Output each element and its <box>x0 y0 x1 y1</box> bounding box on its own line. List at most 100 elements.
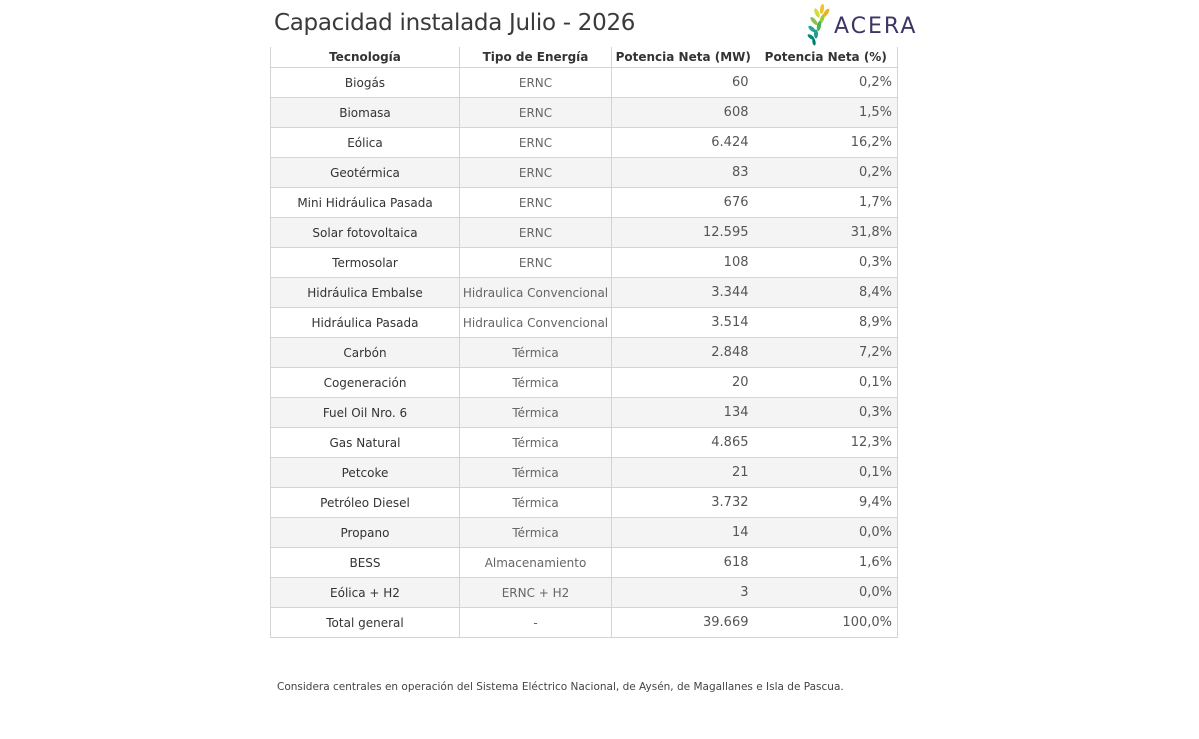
cell-potencia-mw: 6.424 <box>611 127 755 158</box>
table-row: Carbón Térmica 2.848 7,2% <box>270 337 898 368</box>
cell-potencia-pct: 1,6% <box>754 547 898 578</box>
cell-tecnologia: Eólica + H2 <box>270 577 460 608</box>
cell-tecnologia: BESS <box>270 547 460 578</box>
cell-potencia-mw: 83 <box>611 157 755 188</box>
cell-tipo-energia: Térmica <box>459 367 612 398</box>
cell-potencia-pct: 0,3% <box>754 247 898 278</box>
cell-potencia-mw: 676 <box>611 187 755 218</box>
header-potencia-pct[interactable]: Potencia Neta (%) <box>754 47 898 68</box>
cell-potencia-mw: 3.344 <box>611 277 755 308</box>
cell-potencia-mw: 20 <box>611 367 755 398</box>
cell-tipo-energia: Térmica <box>459 337 612 368</box>
cell-tipo-energia: ERNC <box>459 187 612 218</box>
cell-potencia-pct: 0,0% <box>754 517 898 548</box>
table-row: Cogeneración Térmica 20 0,1% <box>270 367 898 398</box>
table-row: Mini Hidráulica Pasada ERNC 676 1,7% <box>270 187 898 218</box>
cell-tipo-energia: ERNC <box>459 247 612 278</box>
cell-potencia-pct: 8,4% <box>754 277 898 308</box>
cell-potencia-pct: 0,2% <box>754 67 898 98</box>
table-row: Biomasa ERNC 608 1,5% <box>270 97 898 128</box>
header-tipo-energia[interactable]: Tipo de Energía <box>459 47 612 68</box>
table-row: Fuel Oil Nro. 6 Térmica 134 0,3% <box>270 397 898 428</box>
table-total-row: Total general -39.669 100,0% <box>270 607 898 638</box>
cell-potencia-mw: 14 <box>611 517 755 548</box>
table-row: Petcoke Térmica 21 0,1% <box>270 457 898 488</box>
cell-potencia-pct: 16,2% <box>754 127 898 158</box>
acera-logo: ACERA <box>806 2 917 48</box>
cell-tecnologia: Propano <box>270 517 460 548</box>
capacity-table: Tecnología Tipo de Energía Potencia Neta… <box>270 47 898 638</box>
table-row: Hidráulica Pasada Hidraulica Convencional… <box>270 307 898 338</box>
cell-potencia-mw: 60 <box>611 67 755 98</box>
cell-potencia-mw: 4.865 <box>611 427 755 458</box>
cell-tipo-energia: ERNC <box>459 217 612 248</box>
cell-tecnologia: Termosolar <box>270 247 460 278</box>
cell-tipo-energia: ERNC <box>459 97 612 128</box>
cell-potencia-pct: 7,2% <box>754 337 898 368</box>
cell-tipo-energia: Térmica <box>459 427 612 458</box>
cell-potencia-pct: 0,2% <box>754 157 898 188</box>
footnote: Considera centrales en operación del Sis… <box>277 681 844 693</box>
cell-tecnologia: Gas Natural <box>270 427 460 458</box>
cell-potencia-mw: 3 <box>611 577 755 608</box>
cell-potencia-pct: 8,9% <box>754 307 898 338</box>
cell-tecnologia: Petcoke <box>270 457 460 488</box>
cell-potencia-pct: 0,1% <box>754 457 898 488</box>
table-row: Termosolar ERNC 108 0,3% <box>270 247 898 278</box>
table-row: Biogás ERNC 60 0,2% <box>270 67 898 98</box>
cell-potencia-mw: 134 <box>611 397 755 428</box>
cell-potencia-pct: 31,8% <box>754 217 898 248</box>
cell-tipo-energia: Hidraulica Convencional <box>459 307 612 338</box>
table-row: Petróleo Diesel Térmica 3.732 9,4% <box>270 487 898 518</box>
table-row: Eólica + H2 ERNC + H2 3 0,0% <box>270 577 898 608</box>
cell-tipo-energia: - <box>459 607 612 638</box>
cell-tecnologia: Eólica <box>270 127 460 158</box>
table-row: Gas Natural Térmica 4.865 12,3% <box>270 427 898 458</box>
cell-tecnologia: Cogeneración <box>270 367 460 398</box>
table-row: BESS Almacenamiento 618 1,6% <box>270 547 898 578</box>
cell-tipo-energia: ERNC <box>459 157 612 188</box>
cell-tipo-energia: Térmica <box>459 487 612 518</box>
logo-text: ACERA <box>834 13 918 39</box>
cell-tipo-energia: ERNC + H2 <box>459 577 612 608</box>
cell-tipo-energia: Térmica <box>459 397 612 428</box>
table-row: Propano Térmica 14 0,0% <box>270 517 898 548</box>
table-row: Eólica ERNC 6.424 16,2% <box>270 127 898 158</box>
cell-potencia-pct: 100,0% <box>754 607 898 638</box>
cell-tipo-energia: Térmica <box>459 457 612 488</box>
cell-tecnologia: Mini Hidráulica Pasada <box>270 187 460 218</box>
cell-potencia-mw: 3.732 <box>611 487 755 518</box>
cell-tecnologia: Biogás <box>270 67 460 98</box>
cell-potencia-mw: 3.514 <box>611 307 755 338</box>
cell-potencia-mw: 39.669 <box>611 607 755 638</box>
cell-tipo-energia: Almacenamiento <box>459 547 612 578</box>
cell-tecnologia: Hidráulica Pasada <box>270 307 460 338</box>
table-row: Solar fotovoltaica ERNC 12.595 31,8% <box>270 217 898 248</box>
cell-potencia-pct: 0,3% <box>754 397 898 428</box>
cell-potencia-pct: 12,3% <box>754 427 898 458</box>
cell-tipo-energia: ERNC <box>459 67 612 98</box>
cell-potencia-mw: 618 <box>611 547 755 578</box>
cell-tecnologia: Hidráulica Embalse <box>270 277 460 308</box>
header-potencia-mw[interactable]: Potencia Neta (MW) <box>611 47 755 68</box>
table-row: Geotérmica ERNC 83 0,2% <box>270 157 898 188</box>
header-tecnologia[interactable]: Tecnología <box>270 47 460 68</box>
cell-potencia-pct: 0,0% <box>754 577 898 608</box>
cell-tecnologia: Geotérmica <box>270 157 460 188</box>
sunflower-petal-logo-icon <box>807 4 830 46</box>
cell-tipo-energia: Térmica <box>459 517 612 548</box>
cell-potencia-mw: 108 <box>611 247 755 278</box>
cell-potencia-mw: 12.595 <box>611 217 755 248</box>
cell-potencia-mw: 21 <box>611 457 755 488</box>
cell-tecnologia: Biomasa <box>270 97 460 128</box>
table-header-row: Tecnología Tipo de Energía Potencia Neta… <box>270 47 898 68</box>
cell-potencia-pct: 1,7% <box>754 187 898 218</box>
cell-tecnologia: Petróleo Diesel <box>270 487 460 518</box>
cell-tipo-energia: ERNC <box>459 127 612 158</box>
page-title: Capacidad instalada Julio - 2026 <box>274 10 636 36</box>
cell-tecnologia: Solar fotovoltaica <box>270 217 460 248</box>
cell-tecnologia: Total general <box>270 607 460 638</box>
cell-potencia-mw: 608 <box>611 97 755 128</box>
cell-potencia-pct: 1,5% <box>754 97 898 128</box>
cell-tecnologia: Fuel Oil Nro. 6 <box>270 397 460 428</box>
